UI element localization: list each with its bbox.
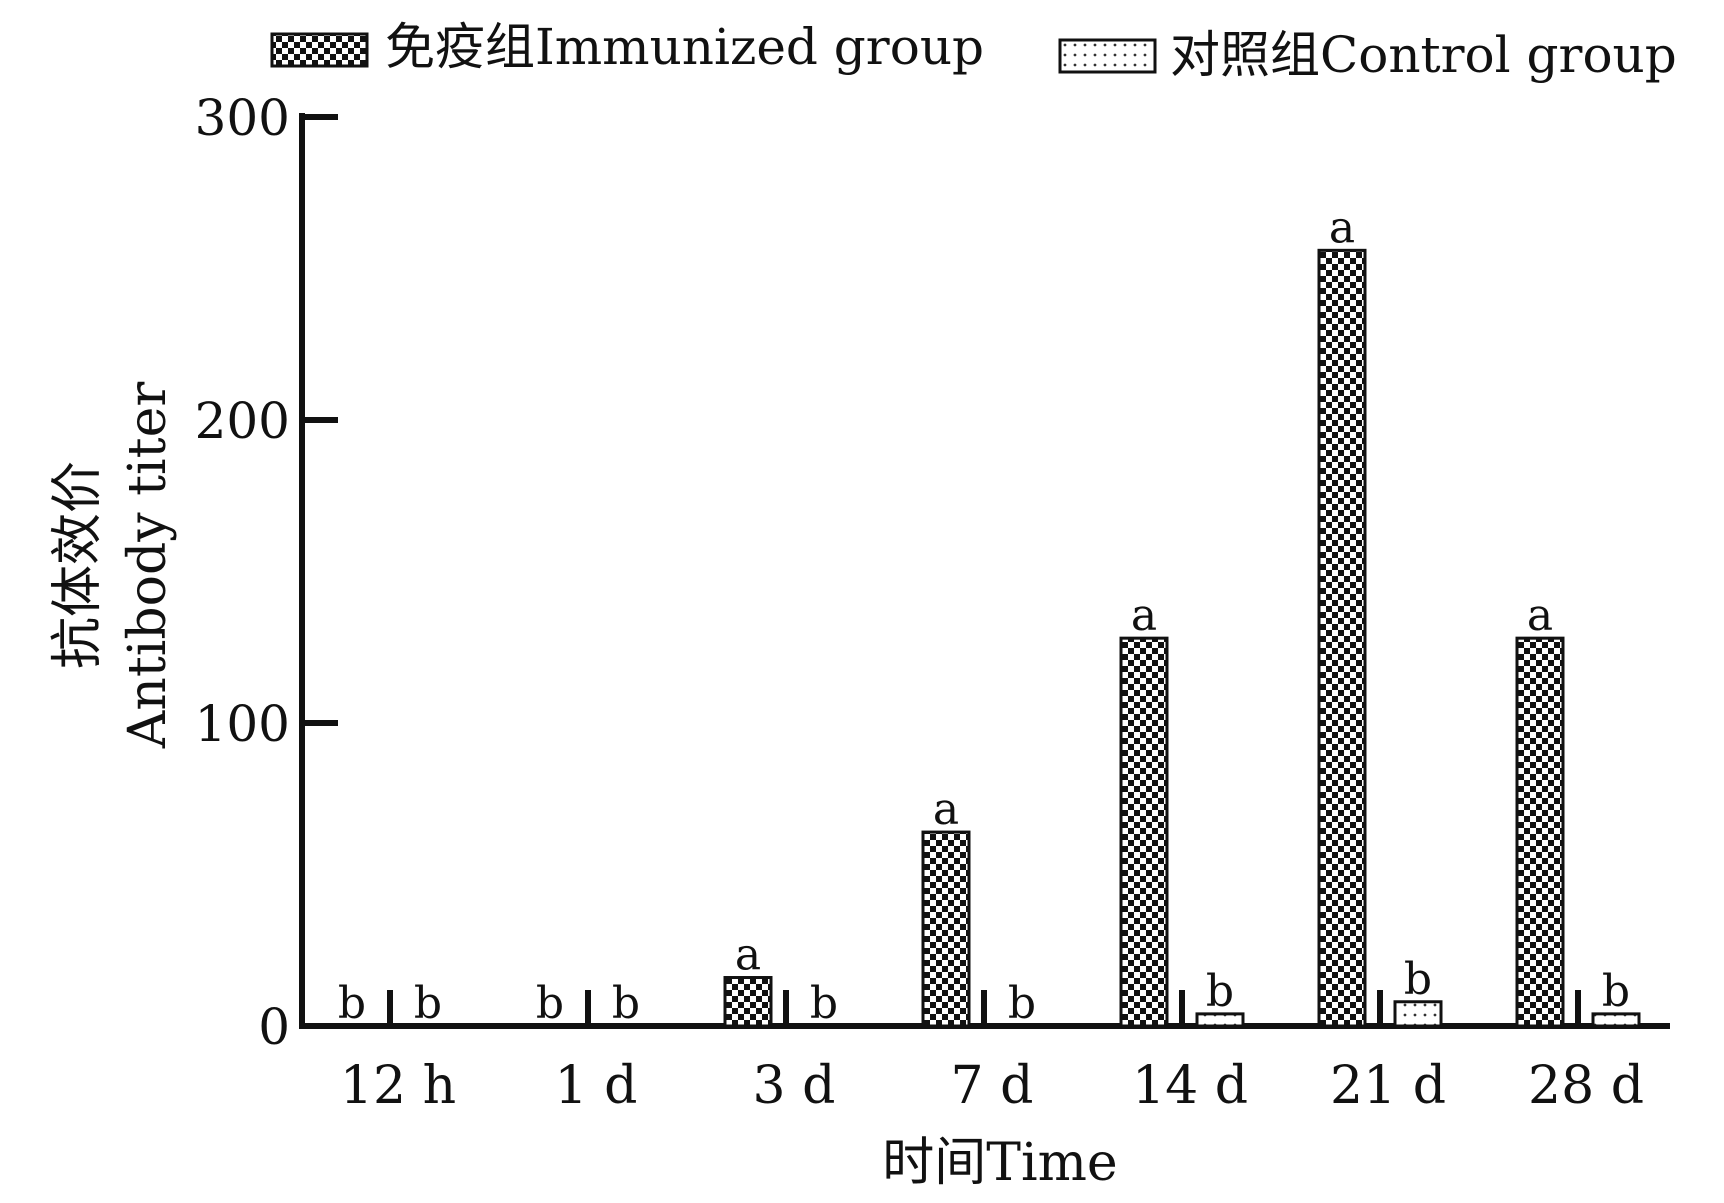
bar-immunized-3 bbox=[921, 830, 971, 1028]
significance-label: a bbox=[1527, 590, 1553, 641]
x-tick-label: 28 d bbox=[1528, 1056, 1644, 1116]
significance-label: b bbox=[1602, 966, 1630, 1017]
significance-label: a bbox=[735, 930, 761, 981]
significance-label: b bbox=[1206, 966, 1234, 1017]
x-tick-label: 1 d bbox=[555, 1056, 638, 1116]
x-axis-title: 时间Time bbox=[882, 1133, 1117, 1193]
significance-label: b bbox=[1404, 954, 1432, 1005]
legend-item-immunized: 免疫组Immunized group bbox=[270, 18, 984, 76]
significance-label: a bbox=[1329, 202, 1355, 253]
y-tick-label: 300 bbox=[195, 89, 290, 147]
legend-item-control: 对照组Control group bbox=[1058, 26, 1677, 84]
legend-label-control: 对照组Control group bbox=[1170, 26, 1677, 84]
significance-label: a bbox=[933, 784, 959, 835]
x-tick-label: 3 d bbox=[753, 1056, 836, 1116]
significance-label: b bbox=[612, 978, 640, 1029]
x-tick-label: 14 d bbox=[1132, 1056, 1248, 1116]
y-ticks: 0 100 200 300 bbox=[195, 89, 338, 1056]
y-axis-title-en: Antibody titer bbox=[118, 382, 178, 750]
legend-label-immunized: 免疫组Immunized group bbox=[385, 18, 984, 76]
significance-label: b bbox=[536, 978, 564, 1029]
x-ticks: 12 h 1 d 3 d 7 d 14 d 21 d 28 d bbox=[340, 990, 1644, 1116]
significance-label: b bbox=[1008, 978, 1036, 1029]
x-tick-label: 12 h bbox=[340, 1056, 456, 1116]
bar-control-5 bbox=[1393, 1000, 1443, 1028]
x-tick-label: 21 d bbox=[1330, 1056, 1446, 1116]
x-tick-label: 7 d bbox=[951, 1056, 1034, 1116]
bar-immunized-2 bbox=[723, 976, 773, 1028]
bars bbox=[723, 248, 1641, 1028]
bar-immunized-6 bbox=[1515, 636, 1565, 1028]
bar-immunized-4 bbox=[1119, 636, 1169, 1028]
y-axis-title: 抗体效价 Antibody titer bbox=[48, 382, 178, 750]
legend-swatch-control bbox=[1058, 38, 1157, 74]
legend: 免疫组Immunized group 对照组Control group bbox=[270, 18, 1677, 84]
bar-control-6 bbox=[1591, 1012, 1641, 1028]
significance-label: b bbox=[414, 978, 442, 1029]
y-tick-label: 200 bbox=[195, 392, 290, 450]
bar-immunized-5 bbox=[1317, 248, 1367, 1028]
significance-label: b bbox=[338, 978, 366, 1029]
significance-label: b bbox=[810, 978, 838, 1029]
y-tick-label: 0 bbox=[258, 998, 290, 1056]
legend-swatch-immunized bbox=[270, 32, 369, 68]
significance-label: a bbox=[1131, 590, 1157, 641]
y-tick-label: 100 bbox=[195, 695, 290, 753]
bar-control-4 bbox=[1195, 1012, 1245, 1028]
y-axis-title-cn: 抗体效价 bbox=[48, 461, 108, 669]
